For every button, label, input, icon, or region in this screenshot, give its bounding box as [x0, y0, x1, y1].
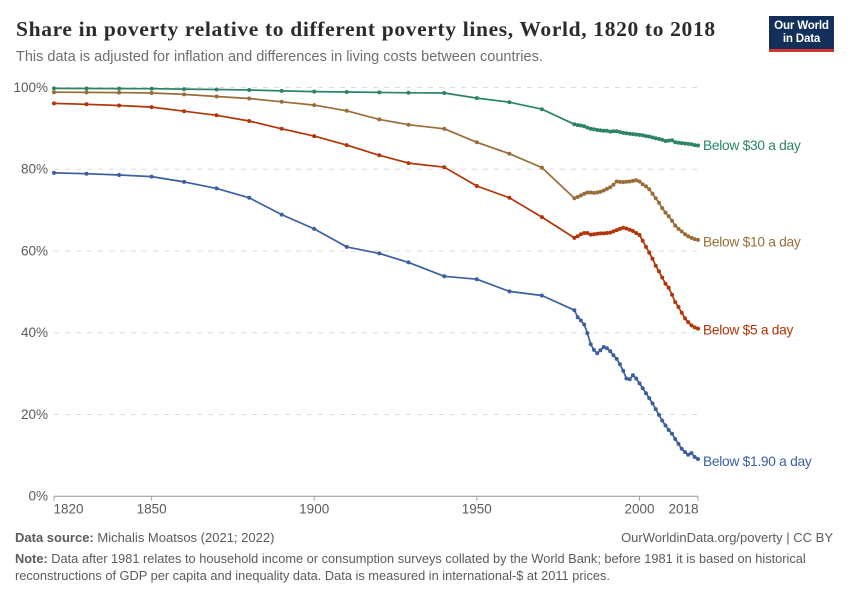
svg-text:2000: 2000	[624, 502, 654, 517]
svg-text:1950: 1950	[462, 502, 492, 517]
svg-text:Below $1.90 a day: Below $1.90 a day	[703, 454, 812, 469]
svg-text:40%: 40%	[21, 325, 48, 340]
svg-text:Below $10 a day: Below $10 a day	[703, 235, 801, 250]
svg-text:20%: 20%	[21, 407, 48, 422]
svg-text:80%: 80%	[21, 162, 48, 177]
svg-text:100%: 100%	[13, 80, 48, 95]
svg-text:2018: 2018	[668, 502, 698, 517]
svg-text:60%: 60%	[21, 244, 48, 259]
svg-text:0%: 0%	[28, 489, 48, 504]
svg-text:1850: 1850	[137, 502, 167, 517]
svg-text:1820: 1820	[54, 502, 84, 517]
svg-text:1900: 1900	[299, 502, 329, 517]
svg-text:Below $30 a day: Below $30 a day	[703, 138, 801, 153]
svg-text:Below $5 a day: Below $5 a day	[703, 323, 794, 338]
